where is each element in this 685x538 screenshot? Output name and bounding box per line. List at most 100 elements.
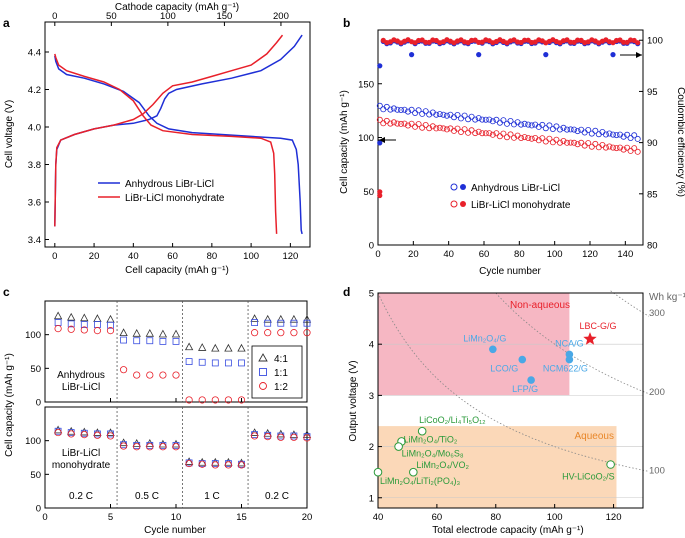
panel-d-label: d — [343, 285, 350, 299]
legend-filled-blue — [460, 184, 466, 190]
d-point-label: LiMn₂O₄/TiO₂ — [404, 434, 458, 444]
c-point-11-top — [290, 319, 298, 327]
a-ytick-label: 3.4 — [28, 235, 41, 246]
aqueous-region — [378, 426, 617, 508]
b-capacity-point-anhydrous — [397, 107, 404, 114]
c-point-12-top — [146, 371, 154, 379]
b-capacity-point-anhydrous — [454, 112, 461, 119]
c-point-41-top — [106, 314, 115, 323]
b-capacity-point-monohydrate — [408, 120, 415, 127]
d-point-star — [583, 332, 597, 345]
b-capacity-point-monohydrate — [507, 131, 514, 138]
c-point-41-bottom — [106, 428, 115, 436]
b-capacity-point-anhydrous — [496, 119, 503, 126]
b-capacity-point-monohydrate — [440, 125, 447, 132]
b-capacity-point-monohydrate — [592, 140, 599, 147]
b-capacity-point-monohydrate — [585, 140, 592, 147]
d-ytick-label: 4 — [369, 340, 374, 351]
b-capacity-point-anhydrous — [468, 113, 475, 120]
b-capacity-point-anhydrous — [624, 131, 631, 138]
b-capacity-point-anhydrous — [631, 132, 638, 139]
a-xtick-label: 40 — [128, 251, 139, 262]
b-xtick-label: 20 — [408, 249, 419, 260]
c-point-12-bottom — [277, 433, 285, 441]
a-ytick-label: 4.0 — [28, 123, 41, 134]
b-capacity-point-monohydrate — [412, 123, 419, 130]
a-x2tick-label: 50 — [106, 11, 117, 22]
b-capacity-point-monohydrate — [624, 144, 631, 151]
b-capacity-point-anhydrous — [627, 134, 634, 141]
b-capacity-point-anhydrous — [507, 118, 514, 125]
c-point-12-top — [277, 329, 285, 337]
panel-a-label: a — [3, 16, 10, 30]
b-capacity-point-monohydrate — [521, 134, 528, 141]
b-capacity-point-anhydrous — [443, 112, 450, 119]
b-capacity-point-monohydrate — [602, 144, 609, 151]
b-capacity-point-monohydrate — [634, 148, 641, 155]
c-rate-label-3: 1 C — [204, 491, 220, 502]
c-point-41-top — [53, 311, 63, 320]
c-xtick-label: 15 — [236, 512, 247, 523]
b-capacity-point-monohydrate — [617, 144, 624, 151]
c-point-12-top — [198, 396, 206, 404]
b-capacity-point-anhydrous — [426, 111, 433, 118]
b-capacity-point-monohydrate — [422, 122, 429, 129]
left-arrow-head — [379, 137, 385, 143]
b-capacity-point-monohydrate — [394, 120, 401, 127]
c-point-11-bottom — [107, 430, 114, 438]
legend-label-anhydrous: Anhydrous LiBr-LiCl — [125, 179, 214, 190]
c-legend-box — [251, 345, 303, 399]
d-ytick-label: 5 — [369, 289, 374, 300]
b-capacity-point-monohydrate — [606, 143, 613, 150]
b-capacity-point-anhydrous — [422, 108, 429, 115]
c-point-11-top — [67, 320, 75, 328]
d-point-label: LBC-G/G — [579, 321, 616, 331]
b-capacity-point-monohydrate — [574, 141, 581, 148]
c-point-41-top — [302, 314, 312, 323]
b-capacity-point-anhydrous — [592, 127, 599, 134]
d-point-aqueous — [373, 467, 383, 477]
d-energy-label: 200 — [649, 387, 665, 398]
b-capacity-point-monohydrate — [496, 133, 503, 140]
b-xtick-label: 0 — [375, 249, 380, 260]
c-point-12-bottom — [172, 443, 180, 451]
panel-a: Cathode capacity (mAh g⁻¹) Cell capacity… — [4, 2, 311, 276]
d-xtick-label: 80 — [490, 512, 501, 523]
panel-b-y2-label: Coulombic efficiency (%) — [675, 87, 685, 197]
b-ytick-label: 100 — [358, 133, 374, 144]
panel-a-frame — [44, 21, 311, 248]
a-ytick-label: 3.8 — [28, 160, 41, 171]
c-legend-label-41: 4:1 — [274, 354, 288, 365]
b-capacity-point-monohydrate — [401, 120, 408, 127]
a-x2tick-label: 150 — [216, 11, 232, 22]
panel-b: Cycle number Cell capacity (mAh g⁻¹) Cou… — [339, 29, 685, 277]
c-point-41-top — [237, 343, 246, 352]
c-point-12-top — [251, 329, 259, 337]
panel-b-y-label: Cell capacity (mAh g⁻¹) — [339, 90, 350, 194]
d-point-aqueous — [409, 467, 418, 477]
c-bottom-label-1: LiBr-LiCl — [62, 448, 100, 459]
c-point-12-top — [290, 329, 298, 337]
b-capacity-point-anhydrous — [606, 130, 613, 137]
c-point-12-bottom — [133, 443, 141, 451]
c-point-41-bottom — [145, 439, 154, 447]
a-x2tick-label: 100 — [160, 11, 176, 22]
c-legend-square — [259, 368, 267, 376]
b-y2tick-label: 100 — [647, 36, 663, 47]
c-point-12-bottom — [185, 459, 193, 468]
b-xtick-label: 60 — [479, 249, 490, 260]
c-point-41-top — [93, 314, 102, 322]
c-point-41-bottom — [237, 458, 246, 467]
c-legend-circle — [259, 382, 267, 390]
b-capacity-point-monohydrate — [539, 135, 546, 142]
legend-filled-red — [460, 201, 466, 207]
panel-d-x-label: Total electrode capacity (mAh g⁻¹) — [432, 525, 583, 536]
b-ce-point-monohydrate — [522, 37, 528, 43]
d-ytick-label: 1 — [369, 493, 374, 504]
b-capacity-point-anhydrous — [610, 131, 617, 138]
b-capacity-point-monohydrate — [426, 125, 433, 132]
b-capacity-point-anhydrous — [553, 123, 560, 130]
b-capacity-point-anhydrous — [521, 120, 528, 127]
d-ytick-label: 3 — [369, 391, 374, 402]
b-ce-point-anhydrous — [610, 52, 616, 58]
